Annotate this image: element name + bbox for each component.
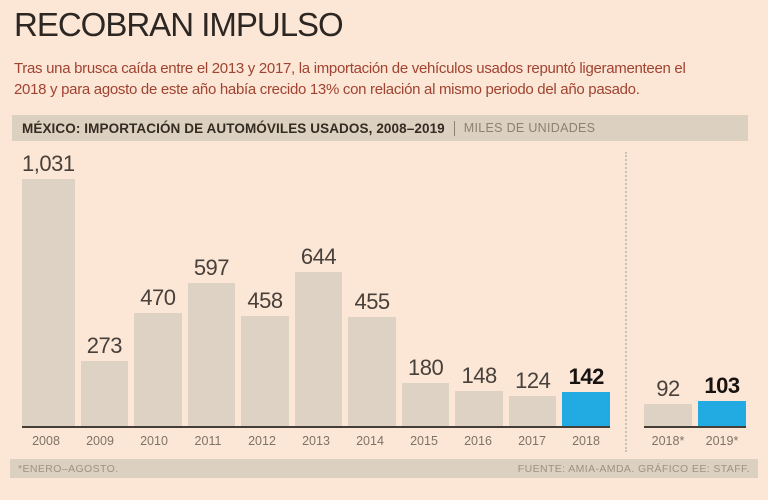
page-subtitle: Tras una brusca caída entre el 2013 y 20… bbox=[14, 58, 764, 100]
bar-value-label: 142 bbox=[568, 364, 605, 389]
bar-column-2008: 1,031 bbox=[22, 150, 75, 426]
x-axis-label-2019*: 2019* bbox=[705, 434, 739, 448]
chart-header-bar: MÉXICO: IMPORTACIÓN DE AUTOMÓVILES USADO… bbox=[12, 115, 748, 141]
bar-highlighted bbox=[698, 401, 746, 426]
x-axis-label-2012: 2012 bbox=[248, 434, 276, 448]
x-axis-label-2015: 2015 bbox=[410, 434, 438, 448]
bar-value-label: 644 bbox=[300, 244, 337, 269]
bar-column-2013: 644 bbox=[294, 150, 343, 426]
bar-value-label: 1,031 bbox=[22, 151, 75, 176]
bar-column-2018: 142 bbox=[562, 150, 611, 426]
bar-column-2012: 458 bbox=[241, 150, 289, 426]
x-axis-label-2018*: 2018* bbox=[651, 434, 685, 448]
x-axis-label-2017: 2017 bbox=[518, 434, 546, 448]
bar-value-label: 180 bbox=[408, 355, 444, 380]
x-axis-label-2008: 2008 bbox=[32, 434, 60, 448]
bar bbox=[294, 272, 343, 426]
main-bar-group: 1,031 273 470 597 458 644 455 180 148 124 142 bbox=[22, 150, 611, 428]
bar-column-2017: 124 bbox=[508, 150, 557, 426]
bar-column-2010: 470 bbox=[134, 150, 182, 426]
bar-column-2014: 455 bbox=[348, 150, 396, 426]
bar bbox=[644, 404, 692, 426]
bar bbox=[348, 317, 396, 426]
page-title: RECOBRAN IMPULSO bbox=[14, 6, 344, 43]
chart-title: MÉXICO: IMPORTACIÓN DE AUTOMÓVILES USADO… bbox=[22, 120, 445, 136]
bar-column-2009: 273 bbox=[80, 150, 129, 426]
bar-value-label: 148 bbox=[461, 363, 498, 388]
bar-column-2018*: 92 bbox=[644, 150, 692, 426]
x-axis-label-2010: 2010 bbox=[140, 434, 168, 448]
bar-value-label: 273 bbox=[86, 333, 123, 358]
bar-column-2011: 597 bbox=[187, 150, 236, 426]
x-axis-label-2016: 2016 bbox=[464, 434, 492, 448]
bar-value-label: 597 bbox=[193, 255, 230, 280]
bar-column-2016: 148 bbox=[455, 150, 503, 426]
comparison-axis-labels: 2018* 2019* bbox=[644, 434, 746, 448]
footer-bar: *ENERO–AGOSTO. FUENTE: AMIA-AMDA. GRÁFIC… bbox=[10, 459, 758, 478]
bar bbox=[508, 396, 557, 426]
x-axis-label-2009: 2009 bbox=[86, 434, 114, 448]
bar-value-label: 470 bbox=[140, 285, 176, 310]
chart-unit-label: MILES DE UNIDADES bbox=[463, 121, 596, 135]
bar bbox=[22, 179, 75, 426]
bar bbox=[187, 283, 236, 426]
bar-value-label: 124 bbox=[515, 368, 551, 393]
x-axis-label-2011: 2011 bbox=[194, 434, 222, 448]
bar-value-label: 458 bbox=[247, 288, 283, 313]
comparison-bar-group: 92 103 bbox=[644, 150, 746, 428]
bar bbox=[134, 313, 182, 426]
x-axis-label-2013: 2013 bbox=[302, 434, 330, 448]
x-axis-label-2018: 2018 bbox=[572, 434, 600, 448]
subtitle-line-2: 2018 y para agosto de este año había cre… bbox=[14, 81, 640, 98]
bar bbox=[241, 316, 289, 426]
footnote: *ENERO–AGOSTO. bbox=[18, 462, 119, 475]
bar-column-2019*: 103 bbox=[698, 150, 746, 426]
bar-value-label: 92 bbox=[656, 376, 680, 401]
bar bbox=[80, 361, 129, 426]
bar-value-label: 455 bbox=[354, 289, 390, 314]
x-axis-label-2014: 2014 bbox=[356, 434, 384, 448]
section-divider-dotted-line bbox=[625, 152, 627, 452]
source-credit: FUENTE: AMIA-AMDA. GRÁFICO EE: STAFF. bbox=[517, 462, 750, 475]
bar-highlighted bbox=[562, 392, 611, 426]
main-axis-labels: 2008 2009 2010 2011 2012 2013 2014 2015 2016 2017… bbox=[22, 434, 610, 448]
bar bbox=[455, 391, 503, 426]
chart-header-divider bbox=[453, 120, 455, 136]
bar-column-2015: 180 bbox=[401, 150, 450, 426]
bar-value-label: 103 bbox=[704, 373, 740, 398]
bar bbox=[401, 383, 450, 426]
subtitle-line-1: Tras una brusca caída entre el 2013 y 20… bbox=[14, 60, 686, 77]
